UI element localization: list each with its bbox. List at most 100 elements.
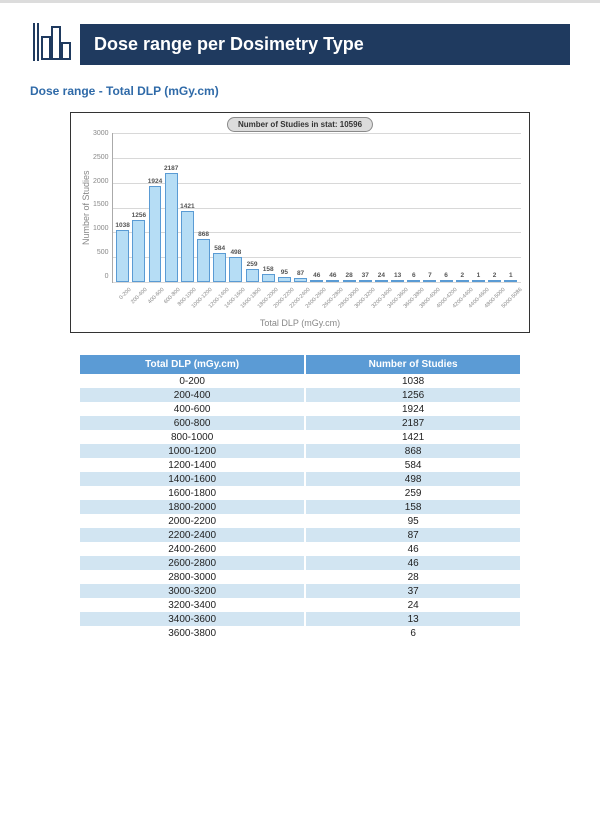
bar-col: 259 [244,133,260,282]
table-cell: 1800-2000 [80,500,305,514]
y-tick: 2000 [93,178,109,185]
bar-value-label: 13 [394,272,401,279]
bar [472,280,485,282]
table-cell: 1421 [305,430,520,444]
table-cell: 1256 [305,388,520,402]
bar [116,230,129,282]
table-cell: 3600-3800 [80,626,305,640]
x-axis-ticks: 0-200200-400400-600600-800800-10001000-1… [79,284,521,314]
bar-col: 1421 [179,133,195,282]
bar-col: 1 [503,133,519,282]
bar [229,257,242,282]
bar-col: 868 [195,133,211,282]
bar-value-label: 46 [313,272,320,279]
table-col-header: Number of Studies [305,355,520,374]
bar-col: 37 [357,133,373,282]
table-cell: 1038 [305,374,520,388]
bar-value-label: 24 [378,272,385,279]
table-cell: 2000-2200 [80,514,305,528]
bar-value-label: 1038 [115,222,129,229]
table-cell: 24 [305,598,520,612]
table-body: 0-2001038200-4001256400-6001924600-80021… [80,374,520,640]
bar-value-label: 259 [247,261,258,268]
y-tick: 1500 [93,201,109,208]
table-row: 0-2001038 [80,374,520,388]
table-cell: 200-400 [80,388,305,402]
table-cell: 1924 [305,402,520,416]
bar [407,280,420,282]
plot-area: Number of Studies 3000250020001500100050… [79,133,521,283]
table-cell: 2800-3000 [80,570,305,584]
bar-col: 95 [276,133,292,282]
bar [375,280,388,282]
y-tick: 0 [93,273,109,280]
table-row: 1800-2000158 [80,500,520,514]
bar-value-label: 1 [477,272,481,279]
table-cell: 3000-3200 [80,584,305,598]
table-row: 800-10001421 [80,430,520,444]
bar-col: 584 [212,133,228,282]
table-cell: 87 [305,528,520,542]
table-row: 3000-320037 [80,584,520,598]
table-cell: 400-600 [80,402,305,416]
x-axis-label: Total DLP (mGy.cm) [79,318,521,328]
bar-col: 1 [470,133,486,282]
table-cell: 13 [305,612,520,626]
section-subtitle: Dose range - Total DLP (mGy.cm) [30,84,570,98]
page: Dose range per Dosimetry Type Dose range… [0,3,600,816]
y-tick: 3000 [93,130,109,137]
bar [132,220,145,282]
bar [294,278,307,282]
bar-value-label: 498 [230,249,241,256]
bar [181,211,194,282]
bar-col: 2 [454,133,470,282]
y-tick: 1000 [93,225,109,232]
table-row: 1000-1200868 [80,444,520,458]
bar-col: 87 [292,133,308,282]
bar-col: 28 [341,133,357,282]
bar-value-label: 1 [509,272,513,279]
table-cell: 1200-1400 [80,458,305,472]
table-row: 200-4001256 [80,388,520,402]
y-tick: 2500 [93,154,109,161]
bar [391,280,404,282]
bar-col: 498 [228,133,244,282]
bar [310,280,323,282]
bar [213,253,226,282]
bar [149,186,162,282]
table-cell: 95 [305,514,520,528]
bar [278,277,291,282]
table-cell: 600-800 [80,416,305,430]
bar-value-label: 2 [460,272,464,279]
table-row: 400-6001924 [80,402,520,416]
plot: 1038125619242187142186858449825915895874… [112,133,521,283]
bar-col: 13 [390,133,406,282]
table-cell: 28 [305,570,520,584]
studies-count-badge: Number of Studies in stat: 10596 [227,117,373,132]
table-cell: 37 [305,584,520,598]
table-cell: 2200-2400 [80,528,305,542]
bar [359,280,372,282]
table-cell: 1000-1200 [80,444,305,458]
bar-col: 6 [438,133,454,282]
table-row: 2400-260046 [80,542,520,556]
histogram-chart: Number of Studies in stat: 10596 Number … [70,112,530,333]
table-cell: 1400-1600 [80,472,305,486]
table-cell: 2600-2800 [80,556,305,570]
bar-value-label: 7 [428,272,432,279]
table-row: 1600-1800259 [80,486,520,500]
table-cell: 584 [305,458,520,472]
table-row: 1200-1400584 [80,458,520,472]
studies-count-label: Number of Studies in stat: [238,120,340,129]
bar-value-label: 584 [214,245,225,252]
bar [197,239,210,282]
bar-value-label: 95 [281,269,288,276]
table-row: 2800-300028 [80,570,520,584]
y-axis-label: Number of Studies [79,133,93,283]
table-cell: 158 [305,500,520,514]
bar-value-label: 37 [362,272,369,279]
bar-value-label: 1924 [148,178,162,185]
bar-col: 24 [373,133,389,282]
table-cell: 0-200 [80,374,305,388]
bar-value-label: 87 [297,270,304,277]
